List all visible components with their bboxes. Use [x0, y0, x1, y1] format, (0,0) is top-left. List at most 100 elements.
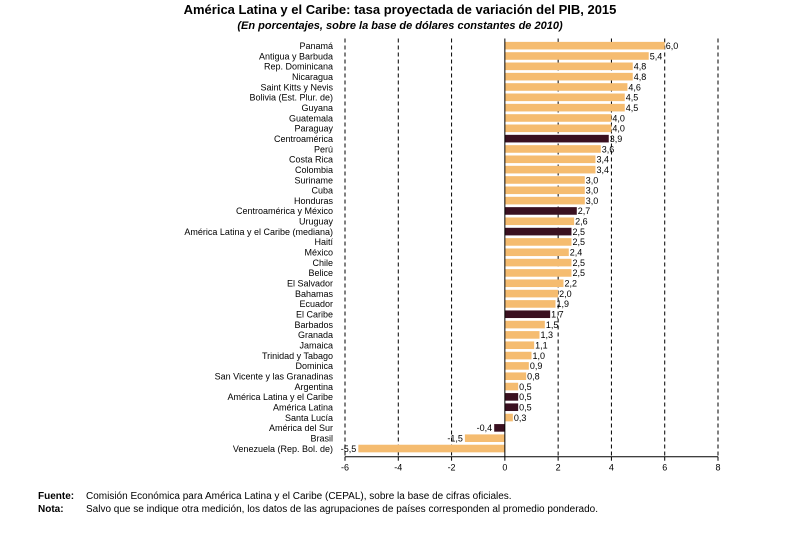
- bar: [504, 310, 551, 319]
- source-note: Fuente: Comisión Económica para América L…: [38, 491, 512, 502]
- data-label: 6,0: [666, 41, 679, 51]
- bar: [504, 186, 585, 195]
- data-label: 1,3: [540, 330, 553, 340]
- category-label: El Caribe: [296, 310, 333, 320]
- category-label: Guyana: [301, 103, 333, 113]
- data-label: 4,5: [626, 93, 639, 103]
- source-label: Fuente: [38, 491, 71, 502]
- bar: [504, 238, 572, 246]
- category-label: América del Sur: [269, 423, 333, 433]
- bar: [504, 165, 596, 174]
- category-label: Ecuador: [299, 299, 333, 309]
- x-tick-label: 6: [662, 463, 667, 473]
- category-label: América Latina y el Caribe (mediana): [184, 227, 333, 237]
- data-label: 1,0: [533, 351, 546, 361]
- data-label: 4,8: [634, 72, 647, 82]
- data-label: 4,0: [612, 113, 625, 123]
- bar: [504, 403, 519, 412]
- bar: [358, 444, 505, 453]
- chart-title: América Latina y el Caribe: tasa proyect…: [183, 2, 617, 17]
- category-label: San Vicente y las Granadinas: [215, 372, 334, 382]
- data-label: -0,4: [477, 423, 493, 433]
- data-label: 2,0: [559, 289, 572, 299]
- data-label: 2,5: [572, 237, 585, 247]
- data-label: 0,5: [519, 392, 532, 402]
- x-tick-label: 2: [556, 463, 561, 473]
- x-tick-label: -6: [341, 463, 349, 473]
- bar: [504, 372, 527, 381]
- bar: [504, 207, 577, 215]
- category-label: Rep. Dominicana: [264, 62, 333, 72]
- bar: [504, 145, 601, 153]
- category-label: Nicaragua: [292, 72, 333, 82]
- data-label: 1,9: [556, 299, 569, 309]
- data-label: 2,6: [575, 217, 588, 227]
- x-tick-label: -4: [394, 463, 402, 473]
- data-label: 3,0: [586, 196, 599, 206]
- category-label: Perú: [314, 144, 333, 154]
- category-label: Barbados: [294, 320, 333, 330]
- bar: [504, 279, 564, 288]
- bar: [504, 52, 649, 60]
- data-label: 3,0: [586, 175, 599, 185]
- note: Nota: Salvo que se indique otra medición,…: [38, 504, 599, 515]
- category-label: Centroamérica: [274, 134, 333, 144]
- bar: [504, 114, 612, 122]
- bar: [504, 320, 545, 329]
- x-tick-label: -2: [448, 463, 456, 473]
- category-label: Costa Rica: [289, 155, 333, 165]
- data-label: 4,0: [612, 124, 625, 134]
- bar: [504, 413, 513, 422]
- category-label: Suriname: [294, 175, 333, 185]
- bar: [504, 196, 585, 205]
- bar-chart: Panamá 6,0 Antigua y Barbuda 5,4 Rep. Domini…: [184, 38, 721, 473]
- bar: [494, 424, 505, 432]
- data-label: 4,6: [628, 82, 641, 92]
- x-tick-label: 0: [502, 463, 507, 473]
- bar: [504, 393, 519, 401]
- bar: [504, 258, 572, 267]
- data-label: -1,5: [447, 434, 463, 444]
- category-label: Santa Lucía: [285, 413, 333, 423]
- category-label: Venezuela (Rep. Bol. de): [233, 444, 333, 454]
- bar: [504, 62, 633, 71]
- data-label: 2,5: [572, 227, 585, 237]
- bar: [504, 134, 609, 143]
- data-label: 0,9: [530, 361, 543, 371]
- bar: [504, 227, 572, 236]
- category-label: Dominica: [295, 361, 333, 371]
- data-label: 3,4: [596, 165, 609, 175]
- category-label: Bahamas: [295, 289, 334, 299]
- category-label: Antigua y Barbuda: [259, 51, 333, 61]
- category-label: América Latina y el Caribe: [227, 392, 333, 402]
- data-label: 1,7: [551, 310, 564, 320]
- category-label: Panamá: [299, 41, 333, 51]
- chart-subtitle: (En porcentajes, sobre la base de dólare…: [237, 20, 563, 32]
- category-label: Granada: [298, 330, 333, 340]
- data-label: 0,3: [514, 413, 527, 423]
- bar: [504, 269, 572, 277]
- data-label: 2,4: [570, 248, 583, 258]
- data-label: 4,8: [634, 62, 647, 72]
- data-label: 5,4: [650, 51, 663, 61]
- bar: [504, 176, 585, 184]
- bar: [504, 300, 556, 308]
- bar: [504, 341, 535, 350]
- bar: [504, 41, 665, 50]
- bar: [504, 83, 628, 91]
- data-label: 0,5: [519, 382, 532, 392]
- data-label: 2,5: [572, 258, 585, 268]
- data-label: 2,7: [578, 206, 591, 216]
- note-text: Salvo que se indique otra medición, los …: [86, 504, 599, 515]
- category-label: Argentina: [294, 382, 333, 392]
- category-label: Chile: [312, 258, 333, 268]
- data-label: 2,2: [564, 279, 577, 289]
- bar: [504, 72, 633, 81]
- category-label: El Salvador: [287, 279, 333, 289]
- data-label: 3,0: [586, 186, 599, 196]
- data-label: 2,5: [572, 268, 585, 278]
- category-label: Haití: [314, 237, 333, 247]
- data-label: -5,5: [341, 444, 357, 454]
- category-label: Uruguay: [299, 217, 334, 227]
- category-label: México: [304, 248, 333, 258]
